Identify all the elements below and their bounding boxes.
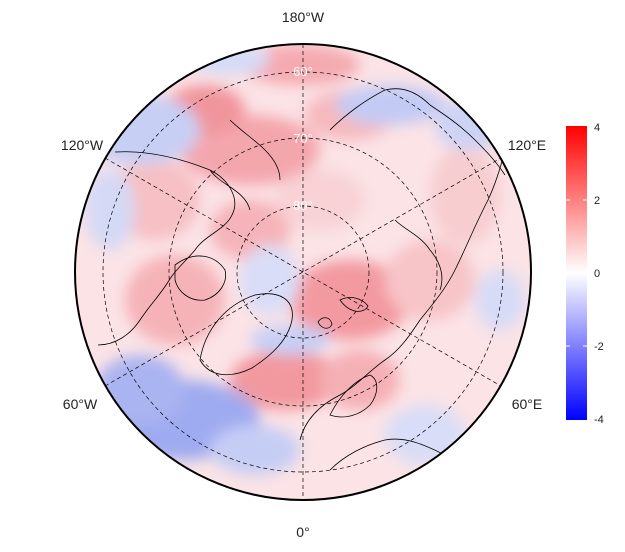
- anomaly-field: [75, 44, 531, 500]
- coastlines: [97, 88, 506, 481]
- lon-label-0: 0°: [296, 524, 309, 540]
- map-border: [74, 43, 532, 501]
- colorbar-gradient: [566, 126, 587, 420]
- colorbar-tick-0: 0: [594, 268, 600, 280]
- colorbar-tick-neg4: -4: [594, 414, 604, 426]
- colorbar: 4 2 0 -2 -4: [566, 122, 604, 426]
- lat-label-80: 80°: [293, 198, 313, 213]
- lon-label-60e: 60°E: [512, 396, 543, 412]
- colorbar-tick-neg2: -2: [594, 341, 604, 353]
- lon-label-120w: 120°W: [61, 137, 104, 153]
- colorbar-tick-2: 2: [594, 195, 600, 207]
- lon-label-120e: 120°E: [508, 137, 546, 153]
- lat-label-60: 60°: [293, 64, 313, 79]
- lon-label-60w: 60°W: [63, 396, 98, 412]
- lat-label-70: 70°: [293, 131, 313, 146]
- graticule: [102, 44, 504, 500]
- colorbar-tick-4: 4: [594, 122, 600, 134]
- lon-label-180w: 180°W: [282, 9, 325, 25]
